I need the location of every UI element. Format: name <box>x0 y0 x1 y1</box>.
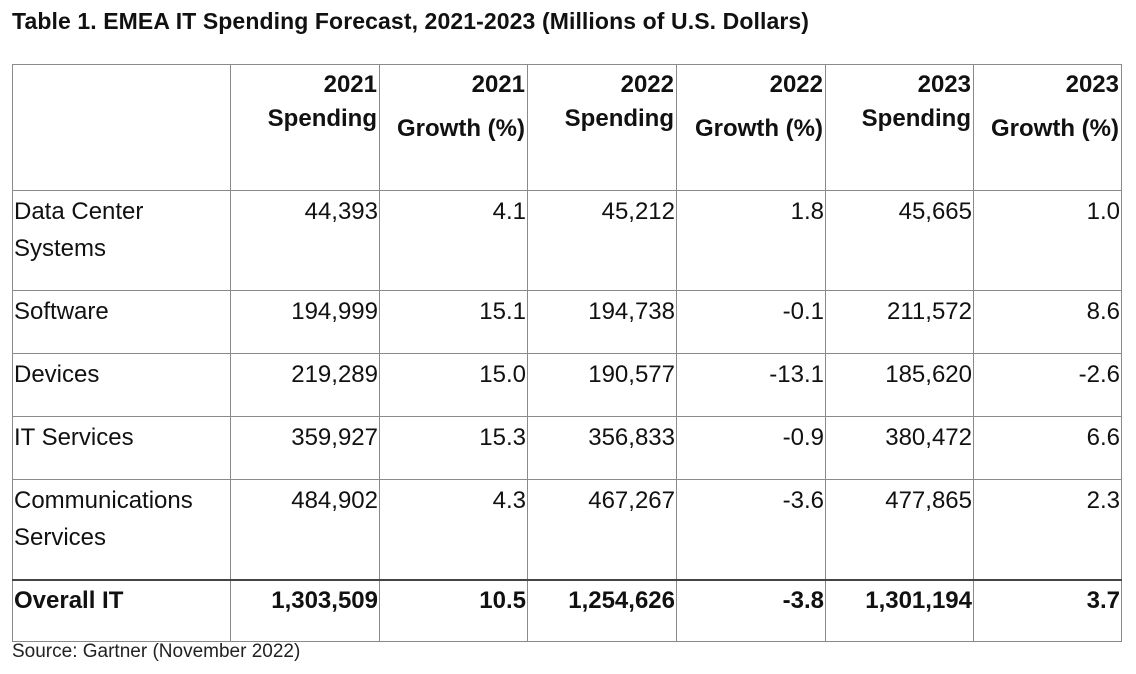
cell-2022-growth: -3.6 <box>676 479 826 581</box>
cell-2021-spending: 44,393 <box>230 190 380 291</box>
cell-2022-spending: 194,738 <box>527 290 677 354</box>
table-row-software: Software 194,999 15.1 194,738 -0.1 211,5… <box>12 290 1122 354</box>
row-label: Data Center Systems <box>12 190 231 291</box>
cell-2021-spending: 194,999 <box>230 290 380 354</box>
spending-forecast-table: 2021 Spending 2021 Growth (%) 2022 Spend… <box>12 64 1122 642</box>
table-row-it-services: IT Services 359,927 15.3 356,833 -0.9 38… <box>12 416 1122 480</box>
cell-2022-growth: -0.1 <box>676 290 826 354</box>
header-row: 2021 Spending 2021 Growth (%) 2022 Spend… <box>12 64 1122 191</box>
cell-2022-growth: -13.1 <box>676 353 826 417</box>
header-cell-2021-spending: 2021 Spending <box>230 64 380 191</box>
cell-2023-spending: 1,301,194 <box>825 579 974 642</box>
cell-2021-spending: 359,927 <box>230 416 380 480</box>
row-label: IT Services <box>12 416 231 480</box>
cell-2022-growth: -0.9 <box>676 416 826 480</box>
header-cell-2021-growth: 2021 Growth (%) <box>379 64 528 191</box>
cell-2023-growth: 8.6 <box>973 290 1122 354</box>
cell-2022-spending: 45,212 <box>527 190 677 291</box>
cell-2022-growth: 1.8 <box>676 190 826 291</box>
cell-2021-growth: 4.1 <box>379 190 528 291</box>
cell-2022-spending: 1,254,626 <box>527 579 677 642</box>
row-label: Overall IT <box>12 579 231 642</box>
table-row-overall-it: Overall IT 1,303,509 10.5 1,254,626 -3.8… <box>12 579 1122 642</box>
source-note: Source: Gartner (November 2022) <box>12 641 301 662</box>
header-cell-2023-spending: 2023 Spending <box>825 64 974 191</box>
header-cell-2023-growth: 2023 Growth (%) <box>973 64 1122 191</box>
cell-2023-growth: 1.0 <box>973 190 1122 291</box>
cell-2023-spending: 45,665 <box>825 190 974 291</box>
cell-2022-spending: 467,267 <box>527 479 677 581</box>
row-label: Communications Services <box>12 479 231 581</box>
cell-2023-growth: 6.6 <box>973 416 1122 480</box>
cell-2023-spending: 211,572 <box>825 290 974 354</box>
cell-2023-growth: 2.3 <box>973 479 1122 581</box>
cell-2023-growth: 3.7 <box>973 579 1122 642</box>
cell-2021-growth: 15.1 <box>379 290 528 354</box>
cell-2023-spending: 185,620 <box>825 353 974 417</box>
table-title: Table 1. EMEA IT Spending Forecast, 2021… <box>12 8 810 34</box>
cell-2021-spending: 219,289 <box>230 353 380 417</box>
header-cell-2022-growth: 2022 Growth (%) <box>676 64 826 191</box>
cell-2021-growth: 10.5 <box>379 579 528 642</box>
table-row-data-center-systems: Data Center Systems 44,393 4.1 45,212 1.… <box>12 190 1122 291</box>
header-cell-empty <box>12 64 231 191</box>
cell-2022-spending: 356,833 <box>527 416 677 480</box>
cell-2023-growth: -2.6 <box>973 353 1122 417</box>
cell-2021-growth: 4.3 <box>379 479 528 581</box>
cell-2021-growth: 15.0 <box>379 353 528 417</box>
cell-2021-growth: 15.3 <box>379 416 528 480</box>
header-cell-2022-spending: 2022 Spending <box>527 64 677 191</box>
cell-2021-spending: 1,303,509 <box>230 579 380 642</box>
cell-2021-spending: 484,902 <box>230 479 380 581</box>
table-row-communications-services: Communications Services 484,902 4.3 467,… <box>12 479 1122 581</box>
row-label: Software <box>12 290 231 354</box>
row-label: Devices <box>12 353 231 417</box>
cell-2022-growth: -3.8 <box>676 579 826 642</box>
cell-2023-spending: 380,472 <box>825 416 974 480</box>
cell-2022-spending: 190,577 <box>527 353 677 417</box>
cell-2023-spending: 477,865 <box>825 479 974 581</box>
table-row-devices: Devices 219,289 15.0 190,577 -13.1 185,6… <box>12 353 1122 417</box>
